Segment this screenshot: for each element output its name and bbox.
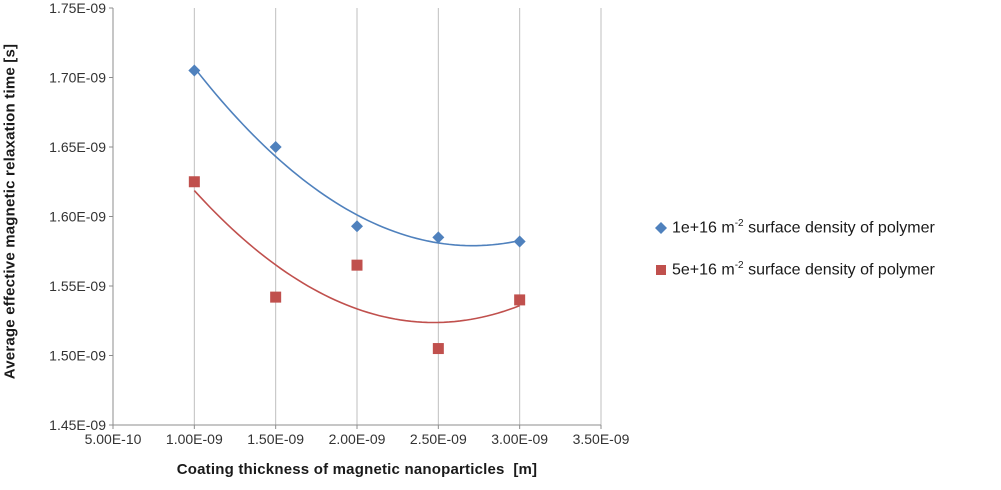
svg-text:3.50E-09: 3.50E-09: [573, 431, 630, 447]
legend-label-suffix: surface density of polymer: [743, 261, 935, 279]
svg-text:2.50E-09: 2.50E-09: [410, 431, 467, 447]
data-point-square: [270, 291, 282, 303]
legend-label-prefix: 5e+16 m: [672, 261, 735, 279]
legend: 1e+16 m-2 surface density of polymer 5e+…: [655, 214, 935, 298]
series-square-markers: [188, 176, 526, 355]
data-point-diamond: [513, 235, 526, 248]
legend-label-superscript: -2: [734, 218, 744, 230]
svg-text:3.00E-09: 3.00E-09: [491, 431, 548, 447]
data-point-diamond: [269, 141, 282, 153]
square-marker-shape: [656, 265, 666, 275]
gridlines: [193, 8, 602, 425]
svg-text:1.50E-09: 1.50E-09: [247, 431, 304, 447]
trendline-square-series: [193, 190, 520, 324]
diamond-marker-icon: [655, 222, 667, 234]
svg-text:1.00E-09: 1.00E-09: [166, 431, 223, 447]
legend-label-prefix: 1e+16 m: [672, 219, 735, 237]
square-marker-icon: [656, 265, 666, 275]
svg-text:2.00E-09: 2.00E-09: [329, 431, 386, 447]
x-axis-title: Coating thickness of magnetic nanopartic…: [176, 461, 538, 478]
data-point-square: [351, 259, 363, 271]
legend-item-series-2: 5e+16 m-2 surface density of polymer: [655, 256, 935, 284]
data-point-diamond: [432, 231, 445, 244]
y-tick-labels: 1.45E-09 1.50E-09 1.55E-09 1.60E-09 1.65E-09…: [49, 0, 106, 433]
svg-text:1.55E-09: 1.55E-09: [49, 278, 106, 294]
data-point-square: [514, 294, 526, 306]
svg-text:5.00E-10: 5.00E-10: [85, 431, 142, 447]
svg-text:1.70E-09: 1.70E-09: [49, 70, 106, 86]
legend-label-superscript: -2: [734, 260, 744, 272]
axes: [109, 7, 602, 429]
legend-label-series-2: 5e+16 m-2 surface density of polymer: [672, 260, 935, 279]
legend-label-suffix: surface density of polymer: [743, 219, 935, 237]
svg-text:1.50E-09: 1.50E-09: [49, 348, 106, 364]
x-tick-labels: 5.00E-10 1.00E-09 1.50E-09 2.00E-09 2.50E-09…: [85, 431, 630, 447]
svg-text:1.45E-09: 1.45E-09: [49, 417, 106, 433]
legend-label-series-1: 1e+16 m-2 surface density of polymer: [672, 218, 935, 237]
trendline-diamond-series: [193, 67, 520, 247]
svg-text:1.75E-09: 1.75E-09: [49, 0, 106, 16]
series-diamond-markers: [188, 64, 526, 248]
y-axis-title: Average effective magnetic relaxation ti…: [1, 43, 19, 380]
diamond-marker-shape: [655, 222, 667, 234]
data-point-square: [188, 176, 200, 188]
legend-item-series-1: 1e+16 m-2 surface density of polymer: [655, 214, 935, 242]
svg-text:1.60E-09: 1.60E-09: [49, 209, 106, 225]
svg-text:1.65E-09: 1.65E-09: [49, 139, 106, 155]
data-point-diamond: [351, 220, 363, 233]
data-point-diamond: [188, 64, 201, 77]
data-point-square: [432, 343, 444, 355]
